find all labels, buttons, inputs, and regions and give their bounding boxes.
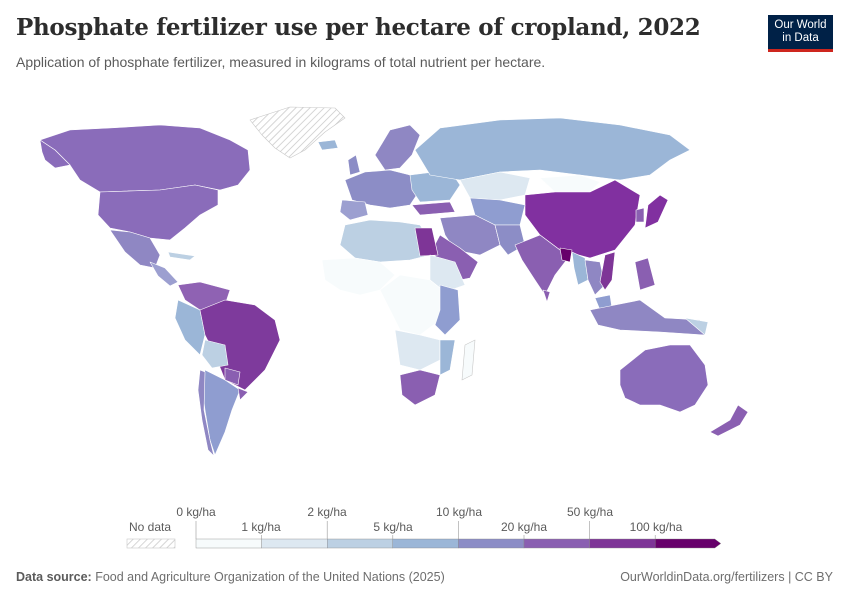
world-map — [39, 106, 749, 457]
legend-upper-labels: 0 kg/ha 2 kg/ha 10 kg/ha 50 kg/ha — [176, 505, 613, 519]
madagascar[interactable] — [461, 339, 476, 381]
legend-lower-labels: 1 kg/ha 5 kg/ha 20 kg/ha 100 kg/ha — [241, 520, 682, 534]
iberia[interactable] — [339, 199, 369, 221]
legend-bin-0[interactable] — [195, 538, 262, 549]
scandinavia[interactable] — [374, 124, 421, 171]
chile[interactable] — [197, 369, 215, 457]
logo-line-1: Our World — [774, 19, 827, 31]
australia[interactable] — [619, 344, 709, 413]
footer-source: Data source: Food and Agriculture Organi… — [16, 570, 445, 584]
india[interactable] — [514, 234, 569, 296]
sri-lanka[interactable] — [542, 289, 551, 303]
myanmar[interactable] — [571, 251, 589, 286]
footer-credit[interactable]: OurWorldinData.org/fertilizers | CC BY — [620, 570, 833, 584]
legend-bin-1[interactable] — [261, 538, 328, 549]
ethiopia[interactable] — [429, 254, 466, 293]
japan[interactable] — [644, 194, 669, 229]
footer-source-text[interactable]: Food and Agriculture Organization of the… — [95, 570, 445, 584]
legend-bin-3[interactable] — [392, 538, 459, 549]
south-africa[interactable] — [399, 369, 441, 406]
logo-line-2: in Data — [782, 32, 819, 44]
legend-label-2: 2 kg/ha — [307, 505, 347, 519]
legend-bin-7[interactable] — [655, 538, 722, 549]
new-zealand[interactable] — [709, 404, 749, 437]
canada[interactable] — [39, 124, 251, 193]
legend-label-50: 50 kg/ha — [567, 505, 613, 519]
mongolia[interactable] — [539, 174, 601, 193]
legend-bins — [195, 521, 722, 549]
bangladesh[interactable] — [559, 247, 573, 263]
philippines[interactable] — [634, 257, 656, 291]
papua-new-guinea[interactable] — [684, 317, 709, 336]
united-kingdom[interactable] — [347, 154, 361, 176]
paraguay[interactable] — [224, 367, 241, 386]
china[interactable] — [524, 179, 641, 259]
uruguay[interactable] — [237, 387, 249, 401]
egypt[interactable] — [414, 227, 439, 257]
central-africa[interactable] — [379, 274, 446, 336]
legend-no-data-swatch — [126, 538, 176, 549]
legend-label-5: 5 kg/ha — [373, 520, 413, 534]
legend-bin-2[interactable] — [327, 538, 394, 549]
chart-subtitle: Application of phosphate fertilizer, mea… — [16, 54, 546, 70]
bolivia[interactable] — [201, 339, 229, 369]
chart-title: Phosphate fertilizer use per hectare of … — [16, 14, 701, 41]
korea[interactable] — [635, 207, 645, 223]
iceland[interactable] — [317, 139, 339, 151]
turkey[interactable] — [411, 201, 456, 216]
legend-bin-6[interactable] — [589, 538, 656, 549]
alaska[interactable] — [39, 139, 71, 169]
legend-bin-4[interactable] — [458, 538, 525, 549]
thailand[interactable] — [584, 259, 606, 296]
legend-label-10: 10 kg/ha — [436, 505, 482, 519]
legend-label-1: 1 kg/ha — [241, 520, 281, 534]
angola-zambia[interactable] — [394, 329, 441, 371]
legend: No data 0 kg/ha 2 kg/ha 10 kg/ha 50 kg/h… — [126, 505, 722, 549]
legend-label-0: 0 kg/ha — [176, 505, 216, 519]
mozambique[interactable] — [439, 339, 456, 376]
legend-label-100: 100 kg/ha — [630, 520, 683, 534]
owid-logo[interactable]: Our World in Data — [768, 15, 833, 52]
central-america[interactable] — [149, 261, 179, 287]
legend-label-20: 20 kg/ha — [501, 520, 547, 534]
north-africa[interactable] — [339, 219, 431, 263]
kenya-tanzania[interactable] — [434, 284, 461, 336]
legend-no-data-label: No data — [129, 520, 171, 534]
legend-bin-5[interactable] — [523, 538, 590, 549]
cuba[interactable] — [167, 251, 196, 261]
russia[interactable] — [414, 117, 691, 181]
united-states[interactable] — [97, 184, 219, 241]
greenland[interactable] — [249, 106, 346, 159]
vietnam[interactable] — [599, 251, 616, 291]
mexico[interactable] — [109, 229, 161, 269]
footer-source-label: Data source: — [16, 570, 92, 584]
